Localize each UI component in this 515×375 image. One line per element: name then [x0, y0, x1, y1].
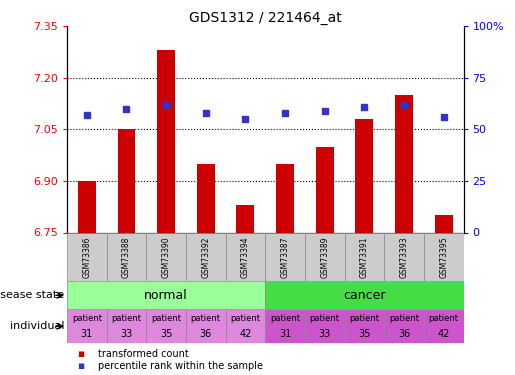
FancyBboxPatch shape	[345, 309, 384, 343]
Bar	[395, 95, 413, 232]
Text: cancer: cancer	[343, 289, 386, 302]
FancyBboxPatch shape	[186, 309, 226, 343]
Bar	[117, 129, 135, 232]
Text: 31: 31	[279, 328, 291, 339]
FancyBboxPatch shape	[384, 309, 424, 343]
Text: patient: patient	[111, 314, 142, 323]
FancyBboxPatch shape	[345, 232, 384, 281]
Title: GDS1312 / 221464_at: GDS1312 / 221464_at	[189, 11, 341, 25]
Text: transformed count: transformed count	[98, 350, 188, 359]
Text: patient: patient	[428, 314, 459, 323]
Text: GSM73390: GSM73390	[162, 236, 170, 278]
Text: patient: patient	[191, 314, 221, 323]
FancyBboxPatch shape	[265, 232, 305, 281]
Bar	[78, 181, 96, 232]
FancyBboxPatch shape	[186, 232, 226, 281]
Text: normal: normal	[144, 289, 188, 302]
Text: GSM73386: GSM73386	[82, 236, 91, 278]
Text: patient: patient	[151, 314, 181, 323]
FancyBboxPatch shape	[265, 281, 464, 309]
Bar	[197, 164, 215, 232]
Text: patient: patient	[389, 314, 419, 323]
Text: 42: 42	[239, 328, 252, 339]
Bar	[276, 164, 294, 232]
FancyBboxPatch shape	[305, 232, 345, 281]
Text: patient: patient	[270, 314, 300, 323]
Bar	[236, 205, 254, 232]
Text: 35: 35	[160, 328, 173, 339]
Text: GSM73387: GSM73387	[281, 236, 289, 278]
Bar	[355, 119, 373, 232]
FancyBboxPatch shape	[384, 232, 424, 281]
FancyBboxPatch shape	[107, 309, 146, 343]
Text: GSM73394: GSM73394	[241, 236, 250, 278]
Text: GSM73395: GSM73395	[439, 236, 448, 278]
Bar	[157, 50, 175, 232]
FancyBboxPatch shape	[67, 232, 107, 281]
Text: 33: 33	[319, 328, 331, 339]
Text: GSM73392: GSM73392	[201, 236, 210, 278]
FancyBboxPatch shape	[67, 281, 265, 309]
Text: patient: patient	[72, 314, 102, 323]
Text: 33: 33	[121, 328, 132, 339]
FancyBboxPatch shape	[226, 232, 265, 281]
FancyBboxPatch shape	[146, 309, 186, 343]
Text: individual: individual	[10, 321, 64, 331]
Text: patient: patient	[230, 314, 261, 323]
Bar	[435, 215, 453, 232]
Text: 36: 36	[398, 328, 410, 339]
Text: percentile rank within the sample: percentile rank within the sample	[98, 361, 263, 370]
Text: ◾: ◾	[77, 350, 84, 359]
Text: 36: 36	[200, 328, 212, 339]
FancyBboxPatch shape	[67, 309, 107, 343]
FancyBboxPatch shape	[226, 309, 265, 343]
Text: 42: 42	[437, 328, 450, 339]
Text: 35: 35	[358, 328, 371, 339]
Text: ◾: ◾	[77, 361, 84, 370]
FancyBboxPatch shape	[107, 232, 146, 281]
Text: GSM73393: GSM73393	[400, 236, 408, 278]
Text: GSM73391: GSM73391	[360, 236, 369, 278]
Text: disease state: disease state	[0, 290, 64, 300]
FancyBboxPatch shape	[424, 309, 464, 343]
Text: GSM73389: GSM73389	[320, 236, 329, 278]
Text: patient: patient	[310, 314, 340, 323]
FancyBboxPatch shape	[146, 232, 186, 281]
FancyBboxPatch shape	[265, 309, 305, 343]
Text: GSM73388: GSM73388	[122, 236, 131, 278]
FancyBboxPatch shape	[305, 309, 345, 343]
Text: patient: patient	[349, 314, 380, 323]
Text: 31: 31	[81, 328, 93, 339]
FancyBboxPatch shape	[424, 232, 464, 281]
Bar	[316, 147, 334, 232]
